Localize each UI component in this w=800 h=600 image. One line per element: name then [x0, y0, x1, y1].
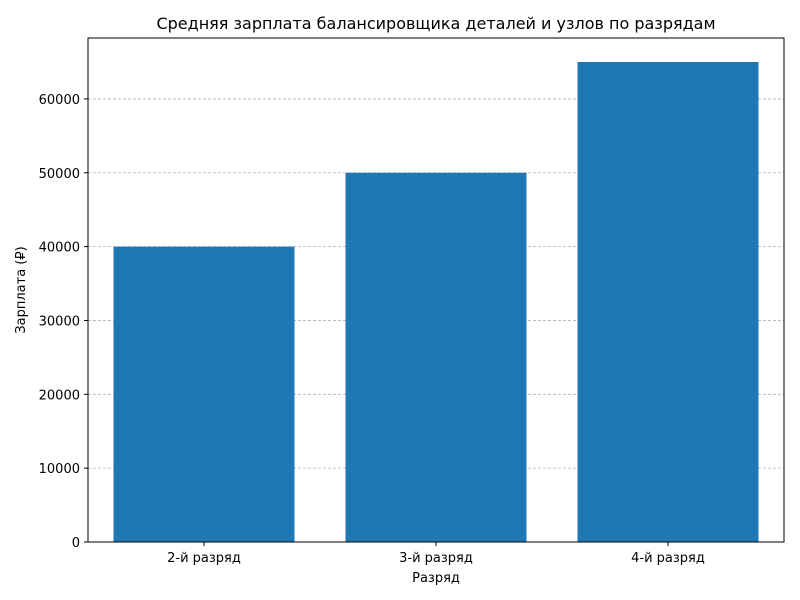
- y-axis-label: Зарплата (₽): [14, 246, 29, 333]
- y-axis: 0 10000 20000 30000 40000 50000 60000: [39, 93, 88, 551]
- y-tick-label: 40000: [39, 241, 80, 256]
- x-axis: 2-й разряд 3-й разряд 4-й разряд: [167, 542, 705, 566]
- y-tick-label: 60000: [39, 93, 80, 108]
- bar-3: [577, 62, 759, 542]
- y-tick-label: 10000: [39, 462, 80, 477]
- chart-title: Средняя зарплата балансировщика деталей …: [156, 14, 715, 33]
- x-tick-label: 2-й разряд: [167, 551, 241, 566]
- x-tick-label: 3-й разряд: [399, 551, 473, 566]
- y-tick-label: 20000: [39, 388, 80, 403]
- bar-2: [345, 172, 527, 542]
- y-tick-label: 0: [72, 536, 80, 551]
- y-tick-label: 50000: [39, 167, 80, 182]
- x-axis-label: Разряд: [412, 571, 460, 586]
- plot-frame: [87, 37, 785, 543]
- bars: [113, 62, 759, 542]
- bar-1: [113, 246, 295, 542]
- x-tick-label: 4-й разряд: [631, 551, 705, 566]
- y-tick-label: 30000: [39, 314, 80, 329]
